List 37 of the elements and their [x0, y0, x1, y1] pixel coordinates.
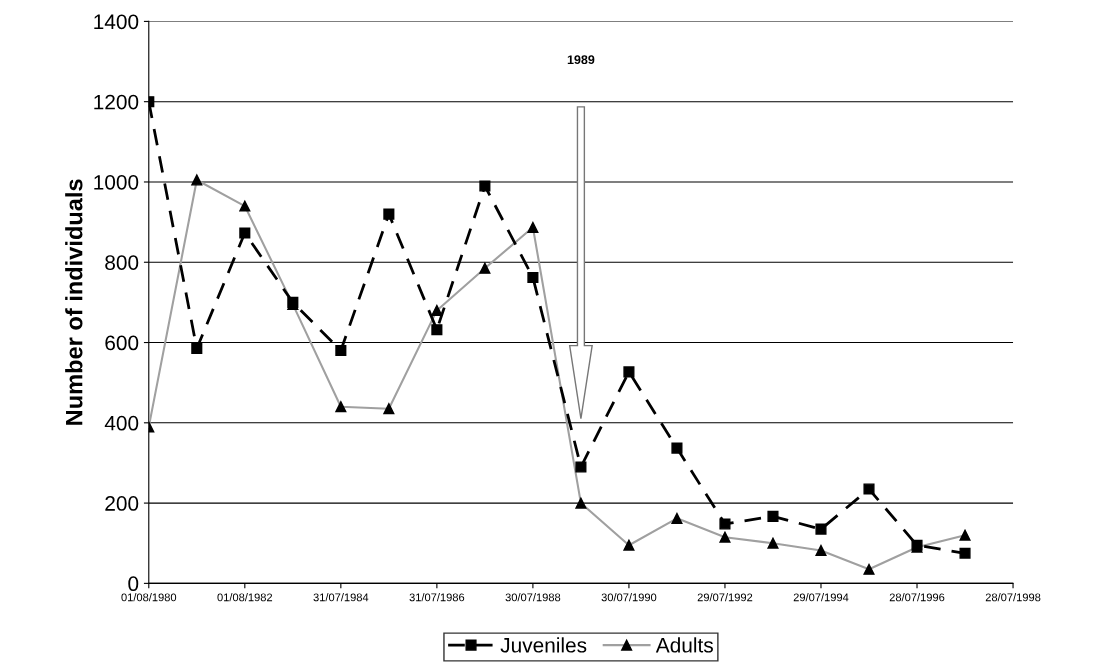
x-tick-label: 01/08/1982 [217, 593, 273, 602]
point [191, 342, 203, 355]
legend-label: Adults [655, 637, 713, 653]
y-tick-label: 600 [105, 335, 139, 351]
point [959, 547, 971, 559]
y-tick-label: 1200 [94, 94, 139, 110]
x-tick-label: 01/08/1980 [121, 593, 177, 602]
point [527, 271, 539, 284]
point [623, 366, 635, 378]
x-tick-label: 28/07/1996 [889, 593, 945, 602]
x-tick-label: 29/07/1994 [793, 593, 849, 602]
x-tick-label: 31/07/1986 [409, 593, 465, 602]
legend-label: Juveniles [500, 637, 587, 653]
x-tick-label: 31/07/1984 [313, 593, 369, 602]
y-tick-label: 1000 [94, 174, 139, 190]
x-tick-label: 30/07/1990 [601, 593, 657, 602]
annotation: 1989 [567, 55, 595, 65]
point [575, 461, 587, 473]
point [431, 324, 443, 336]
point [479, 180, 491, 192]
x-tick-label: 29/07/1992 [697, 593, 753, 602]
point [239, 227, 251, 239]
point [671, 442, 683, 454]
point [719, 518, 731, 530]
point [335, 344, 347, 357]
point [383, 208, 395, 220]
point [815, 523, 827, 535]
y-tick-label: 1400 [94, 14, 139, 30]
x-tick-label: 30/07/1988 [505, 593, 561, 602]
x-tick-label: 28/07/1998 [985, 593, 1041, 602]
y-axis-title: Number of individuals [65, 179, 83, 425]
point [863, 483, 875, 495]
y-tick-label: 0 [128, 576, 139, 592]
y-tick-label: 200 [105, 496, 139, 511]
y-tick-label: 400 [104, 415, 139, 431]
point [767, 510, 779, 522]
y-tick-label: 800 [105, 255, 139, 270]
